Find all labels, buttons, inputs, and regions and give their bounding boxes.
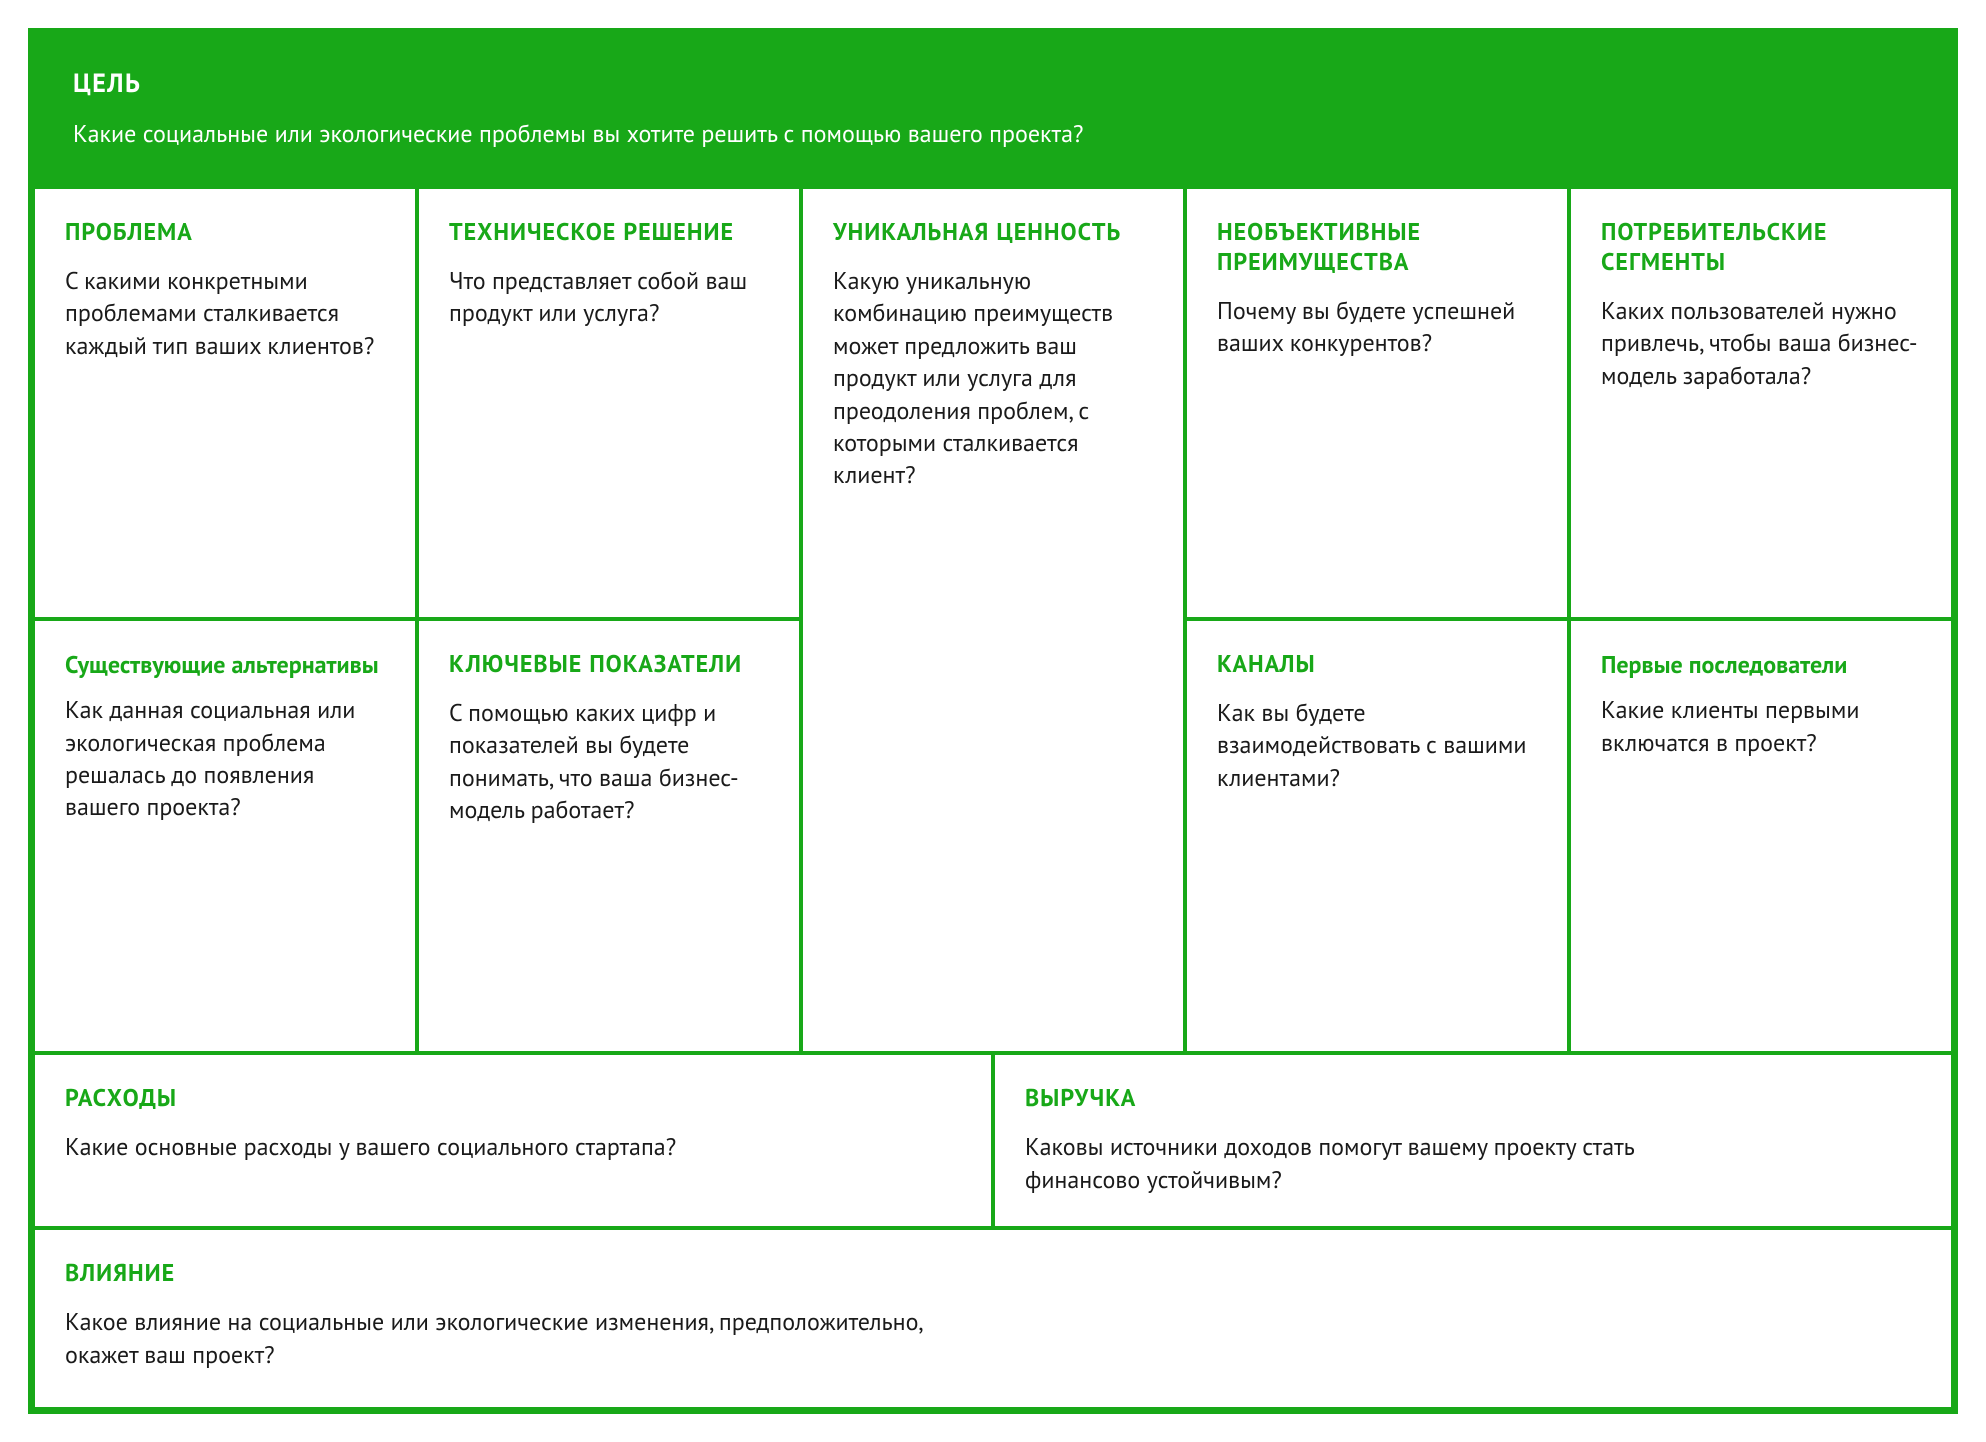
impact-title: ВЛИЯНИЕ [65, 1258, 1921, 1288]
goal-section: ЦЕЛЬ Какие социальные или экологические … [33, 33, 1953, 187]
cell-uvp: УНИКАЛЬНАЯ ЦЕННОСТЬ Какую уникальную ком… [801, 187, 1185, 1053]
solution-body: Что представляет собой ваш продукт или у… [449, 265, 769, 330]
metrics-body: С помощью каких цифр и показателей вы бу… [449, 697, 769, 827]
advantage-body: Почему вы будете успешней ваших конкурен… [1217, 295, 1537, 360]
cell-metrics: КЛЮЧЕВЫЕ ПОКАЗАТЕЛИ С помощью каких цифр… [417, 619, 801, 1053]
metrics-title: КЛЮЧЕВЫЕ ПОКАЗАТЕЛИ [449, 649, 769, 679]
cell-advantage: НЕОБЪЕКТИВНЫЕ ПРЕИМУЩЕСТВА Почему вы буд… [1185, 187, 1569, 619]
costs-body: Какие основные расходы у вашего социальн… [65, 1131, 692, 1163]
canvas-frame: ЦЕЛЬ Какие социальные или экологические … [28, 28, 1958, 1414]
cell-channels: КАНАЛЫ Как вы будете взаимодействовать с… [1185, 619, 1569, 1053]
cell-impact: ВЛИЯНИЕ Какое влияние на социальные или … [33, 1228, 1953, 1409]
advantage-title: НЕОБЪЕКТИВНЫЕ ПРЕИМУЩЕСТВА [1217, 217, 1537, 277]
cell-alternatives: Существующие альтернативы Как данная соц… [33, 619, 417, 1053]
uvp-title: УНИКАЛЬНАЯ ЦЕННОСТЬ [833, 217, 1153, 247]
alternatives-body: Как данная социальная или экологическая … [65, 694, 385, 824]
goal-title: ЦЕЛЬ [73, 67, 1913, 100]
channels-body: Как вы будете взаимодействовать с вашими… [1217, 697, 1537, 794]
cell-costs: РАСХОДЫ Какие основные расходы у вашего … [33, 1053, 993, 1228]
cell-problem: ПРОБЛЕМА С какими конкретными проблемами… [33, 187, 417, 619]
segments-title: ПОТРЕБИТЕЛЬСКИЕ СЕГМЕНТЫ [1601, 217, 1921, 277]
cell-revenue: ВЫРУЧКА Каковы источники доходов помогут… [993, 1053, 1953, 1228]
cell-early: Первые последователи Какие клиенты первы… [1569, 619, 1953, 1053]
bottom-row: РАСХОДЫ Какие основные расходы у вашего … [33, 1053, 1953, 1228]
cell-segments: ПОТРЕБИТЕЛЬСКИЕ СЕГМЕНТЫ Каких пользоват… [1569, 187, 1953, 619]
goal-body: Какие социальные или экологические пробл… [73, 118, 1913, 149]
page: ЦЕЛЬ Какие социальные или экологические … [0, 0, 1986, 1442]
uvp-body: Какую уникальную комбинацию преимуществ … [833, 265, 1153, 492]
solution-title: ТЕХНИЧЕСКОЕ РЕШЕНИЕ [449, 217, 769, 247]
impact-body: Какое влияние на социальные или экологич… [65, 1306, 956, 1371]
early-subtitle: Первые последователи [1601, 649, 1921, 680]
problem-body: С какими конкретными проблемами сталкива… [65, 265, 385, 362]
cell-solution: ТЕХНИЧЕСКОЕ РЕШЕНИЕ Что представляет соб… [417, 187, 801, 619]
segments-body: Каких пользователей нужно привлечь, чтоб… [1601, 295, 1921, 392]
revenue-title: ВЫРУЧКА [1025, 1083, 1921, 1113]
channels-title: КАНАЛЫ [1217, 649, 1537, 679]
early-body: Какие клиенты первыми включатся в проект… [1601, 694, 1921, 759]
costs-title: РАСХОДЫ [65, 1083, 961, 1113]
problem-title: ПРОБЛЕМА [65, 217, 385, 247]
mid-grid: ПРОБЛЕМА С какими конкретными проблемами… [33, 187, 1953, 1053]
revenue-body: Каковы источники доходов помогут вашему … [1025, 1131, 1697, 1196]
alternatives-subtitle: Существующие альтернативы [65, 649, 385, 680]
